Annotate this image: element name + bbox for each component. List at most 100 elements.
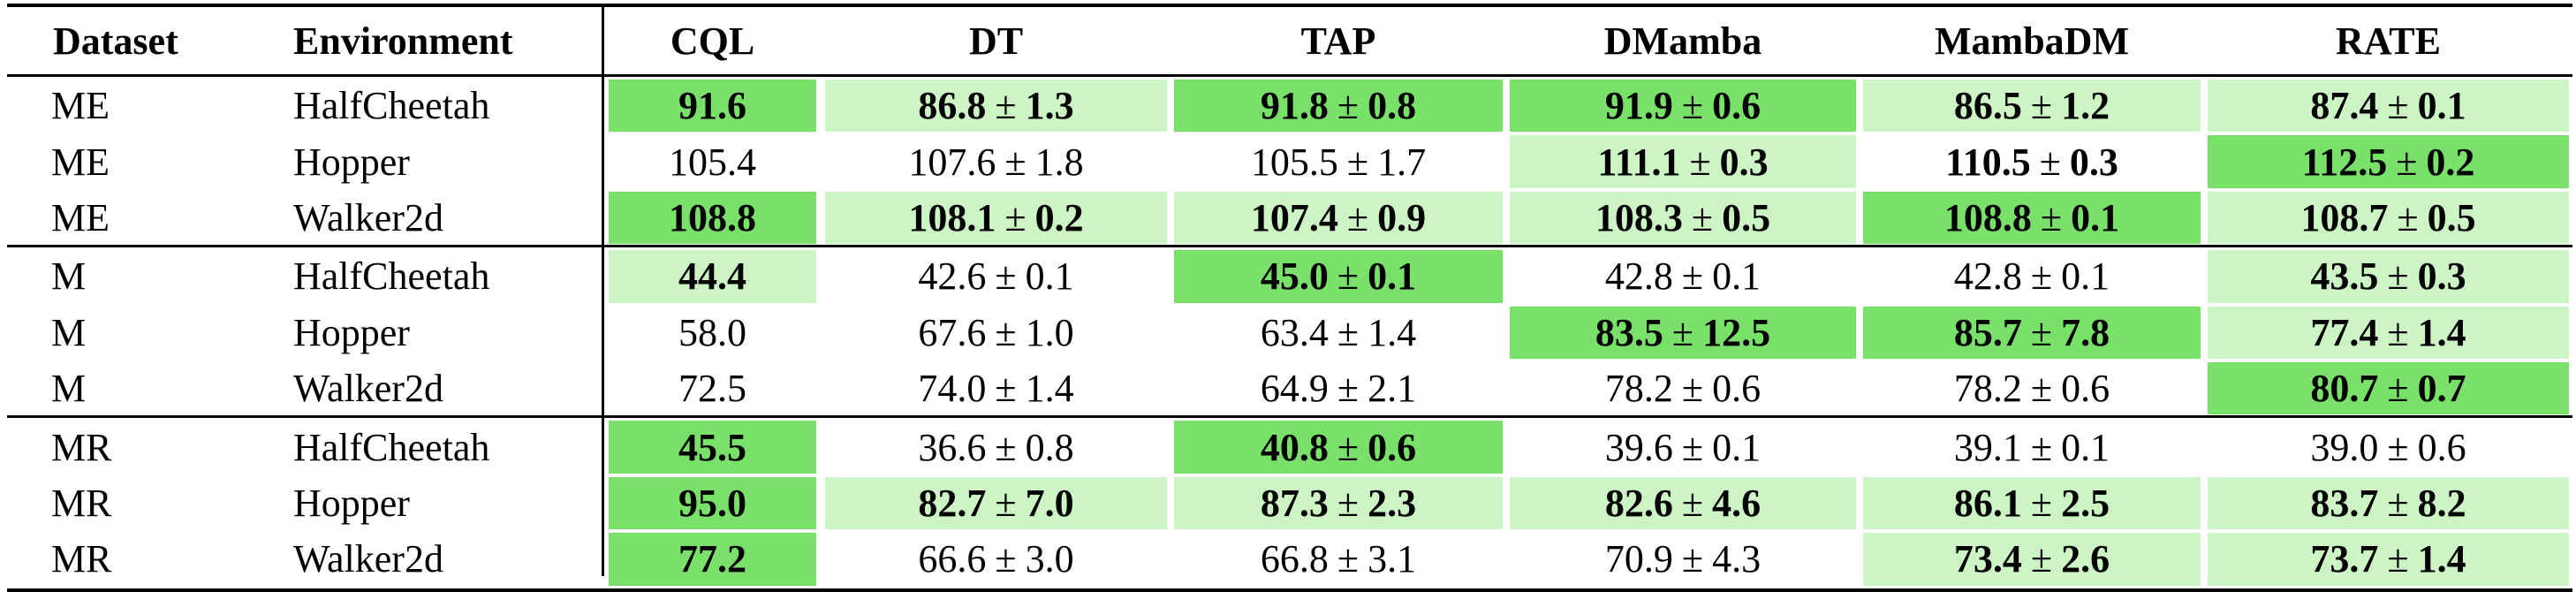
- score-cell-cql: 44.4: [609, 250, 816, 303]
- header-rate: RATE: [2336, 19, 2441, 63]
- score-value: 39.6: [1604, 425, 1673, 469]
- plus-minus-sign: ±: [2387, 537, 2409, 581]
- plus-minus-sign: ±: [1681, 481, 1704, 525]
- environment-cell: Hopper: [293, 310, 410, 354]
- score-std: 0.1: [1712, 425, 1762, 469]
- group-rule-1: [7, 245, 2572, 248]
- score-std: 4.3: [1712, 537, 1762, 581]
- header-dataset: Dataset: [53, 19, 178, 63]
- score-std: 1.4: [2417, 537, 2466, 581]
- environment-cell: HalfCheetah: [293, 84, 490, 128]
- table-row: M Walker2d 72.5 74.0 ±1.4 64.9 ±2.1 78.2 ±0.6 78.…: [0, 361, 2576, 416]
- plus-minus-sign: ±: [1337, 537, 1360, 581]
- score-value: 42.8: [1953, 254, 2022, 299]
- column-divider: [602, 7, 604, 576]
- environment-cell: Hopper: [293, 481, 410, 525]
- score-value: 77.2: [678, 537, 746, 581]
- score-cell-rate: 112.5 ±0.2: [2208, 135, 2569, 188]
- score-value: 72.5: [678, 367, 746, 411]
- score-std: 0.5: [1722, 195, 1771, 239]
- plus-minus-sign: ±: [1681, 537, 1704, 581]
- score-std: 1.0: [1025, 310, 1074, 354]
- plus-minus-sign: ±: [995, 481, 1017, 525]
- score-value: 80.7: [2310, 367, 2379, 411]
- score-value: 110.5: [1945, 140, 2031, 184]
- score-std: 1.4: [2417, 310, 2466, 354]
- score-value: 73.7: [2310, 537, 2379, 581]
- score-std: 1.7: [1377, 140, 1427, 184]
- plus-minus-sign: ±: [1337, 367, 1360, 411]
- plus-minus-sign: ±: [1681, 254, 1704, 299]
- score-std: 0.6: [1368, 425, 1417, 469]
- score-std: 1.3: [1025, 84, 1074, 128]
- environment-cell: Walker2d: [293, 367, 443, 411]
- score-value: 66.8: [1260, 537, 1329, 581]
- score-std: 0.2: [2426, 140, 2475, 184]
- score-std: 0.8: [1025, 425, 1074, 469]
- score-std: 7.0: [1025, 481, 1074, 525]
- score-value: 58.0: [678, 310, 746, 354]
- table-row: ME Hopper 105.4 107.6 ±1.8 105.5 ±1.7 111.1 ±0.3…: [0, 133, 2576, 189]
- score-value: 91.9: [1604, 84, 1673, 128]
- score-std: 0.6: [1712, 84, 1762, 128]
- plus-minus-sign: ±: [1691, 195, 1714, 239]
- score-value: 78.2: [1953, 367, 2022, 411]
- plus-minus-sign: ±: [1004, 140, 1027, 184]
- group-rule-2: [7, 415, 2572, 419]
- environment-cell: Walker2d: [293, 195, 443, 239]
- score-std: 0.3: [2069, 140, 2118, 184]
- plus-minus-sign: ±: [995, 367, 1017, 411]
- plus-minus-sign: ±: [2397, 195, 2419, 239]
- plus-minus-sign: ±: [1337, 84, 1360, 128]
- score-value: 87.3: [1260, 481, 1329, 525]
- score-cell-mambadm: 86.1 ±2.5: [1863, 476, 2201, 530]
- plus-minus-sign: ±: [1337, 254, 1360, 299]
- score-cell-dt: 108.1 ±0.2: [825, 191, 1167, 245]
- plus-minus-sign: ±: [1671, 310, 1694, 354]
- score-value: 78.2: [1604, 367, 1673, 411]
- plus-minus-sign: ±: [2030, 537, 2053, 581]
- table-row: ME HalfCheetah 91.6 86.8 ±1.3 91.8 ±0.8 91.9 ±0.…: [0, 78, 2576, 133]
- score-cell-rate: 39.0 ±0.6: [2208, 421, 2569, 474]
- score-value: 86.8: [918, 84, 987, 128]
- score-value: 91.8: [1260, 84, 1329, 128]
- plus-minus-sign: ±: [1004, 195, 1027, 239]
- score-std: 2.6: [2061, 537, 2110, 581]
- score-value: 74.0: [918, 367, 987, 411]
- plus-minus-sign: ±: [1681, 84, 1704, 128]
- score-value: 42.8: [1604, 254, 1673, 299]
- score-cell-rate: 43.5 ±0.3: [2208, 250, 2569, 303]
- plus-minus-sign: ±: [995, 310, 1017, 354]
- plus-minus-sign: ±: [1346, 140, 1369, 184]
- score-value: 40.8: [1260, 425, 1329, 469]
- plus-minus-sign: ±: [995, 84, 1017, 128]
- header-cql: CQL: [670, 19, 755, 63]
- score-cell-cql: 45.5: [609, 421, 816, 474]
- score-std: 2.1: [1368, 367, 1417, 411]
- score-value: 66.6: [918, 537, 987, 581]
- environment-cell: HalfCheetah: [293, 254, 490, 299]
- score-value: 45.0: [1260, 254, 1329, 299]
- plus-minus-sign: ±: [995, 425, 1017, 469]
- dataset-cell: MR: [51, 425, 112, 469]
- score-value: 111.1: [1597, 140, 1681, 184]
- score-std: 8.2: [2417, 481, 2466, 525]
- score-value: 39.0: [2310, 425, 2379, 469]
- score-cell-mambadm: 85.7 ±7.8: [1863, 306, 2201, 359]
- score-std: 2.3: [1368, 481, 1417, 525]
- dataset-cell: MR: [51, 537, 112, 581]
- table-row: MR Hopper 95.0 82.7 ±7.0 87.3 ±2.3 82.6 ±4.6 86.1…: [0, 475, 2576, 531]
- dataset-cell: ME: [51, 195, 110, 239]
- score-value: 83.5: [1595, 310, 1663, 354]
- plus-minus-sign: ±: [1681, 367, 1704, 411]
- score-std: 0.1: [2417, 84, 2466, 128]
- score-value: 83.7: [2310, 481, 2379, 525]
- score-cell-mambadm: 110.5 ±0.3: [1863, 135, 2201, 188]
- plus-minus-sign: ±: [2040, 195, 2063, 239]
- score-cell-tap: 91.8 ±0.8: [1174, 80, 1503, 133]
- score-value: 105.5: [1250, 140, 1338, 184]
- score-value: 77.4: [2310, 310, 2379, 354]
- score-value: 36.6: [918, 425, 987, 469]
- score-std: 7.8: [2061, 310, 2110, 354]
- dataset-cell: ME: [51, 140, 110, 184]
